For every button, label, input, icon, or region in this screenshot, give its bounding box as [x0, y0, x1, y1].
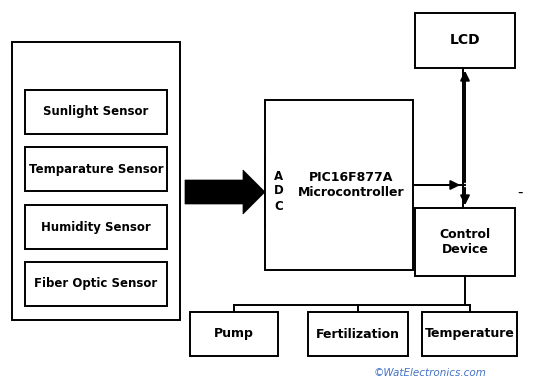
- Text: Fertilization: Fertilization: [316, 327, 400, 340]
- Text: ©WatElectronics.com: ©WatElectronics.com: [374, 368, 487, 378]
- Bar: [25, 147, 167, 191]
- Bar: [25, 90, 167, 134]
- Bar: [415, 208, 515, 276]
- Bar: [190, 312, 278, 356]
- Text: A
D
C: A D C: [274, 170, 284, 213]
- Text: Sunlight Sensor: Sunlight Sensor: [43, 105, 148, 118]
- Text: Fiber Optic Sensor: Fiber Optic Sensor: [34, 278, 158, 290]
- Text: Humidity Sensor: Humidity Sensor: [41, 221, 151, 234]
- Bar: [25, 205, 167, 249]
- Polygon shape: [185, 170, 265, 214]
- Bar: [25, 262, 167, 306]
- Text: -: -: [517, 185, 523, 200]
- Text: PIC16F877A
Microcontroller: PIC16F877A Microcontroller: [297, 171, 404, 199]
- Text: Temperature: Temperature: [425, 327, 515, 340]
- Bar: [415, 13, 515, 68]
- Bar: [12, 42, 180, 320]
- Text: Pump: Pump: [214, 327, 254, 340]
- Bar: [308, 312, 408, 356]
- Bar: [265, 100, 413, 270]
- Text: Control
Device: Control Device: [440, 228, 490, 256]
- Bar: [265, 155, 293, 227]
- Bar: [422, 312, 517, 356]
- Text: Temparature Sensor: Temparature Sensor: [29, 162, 163, 175]
- Text: LCD: LCD: [450, 33, 480, 47]
